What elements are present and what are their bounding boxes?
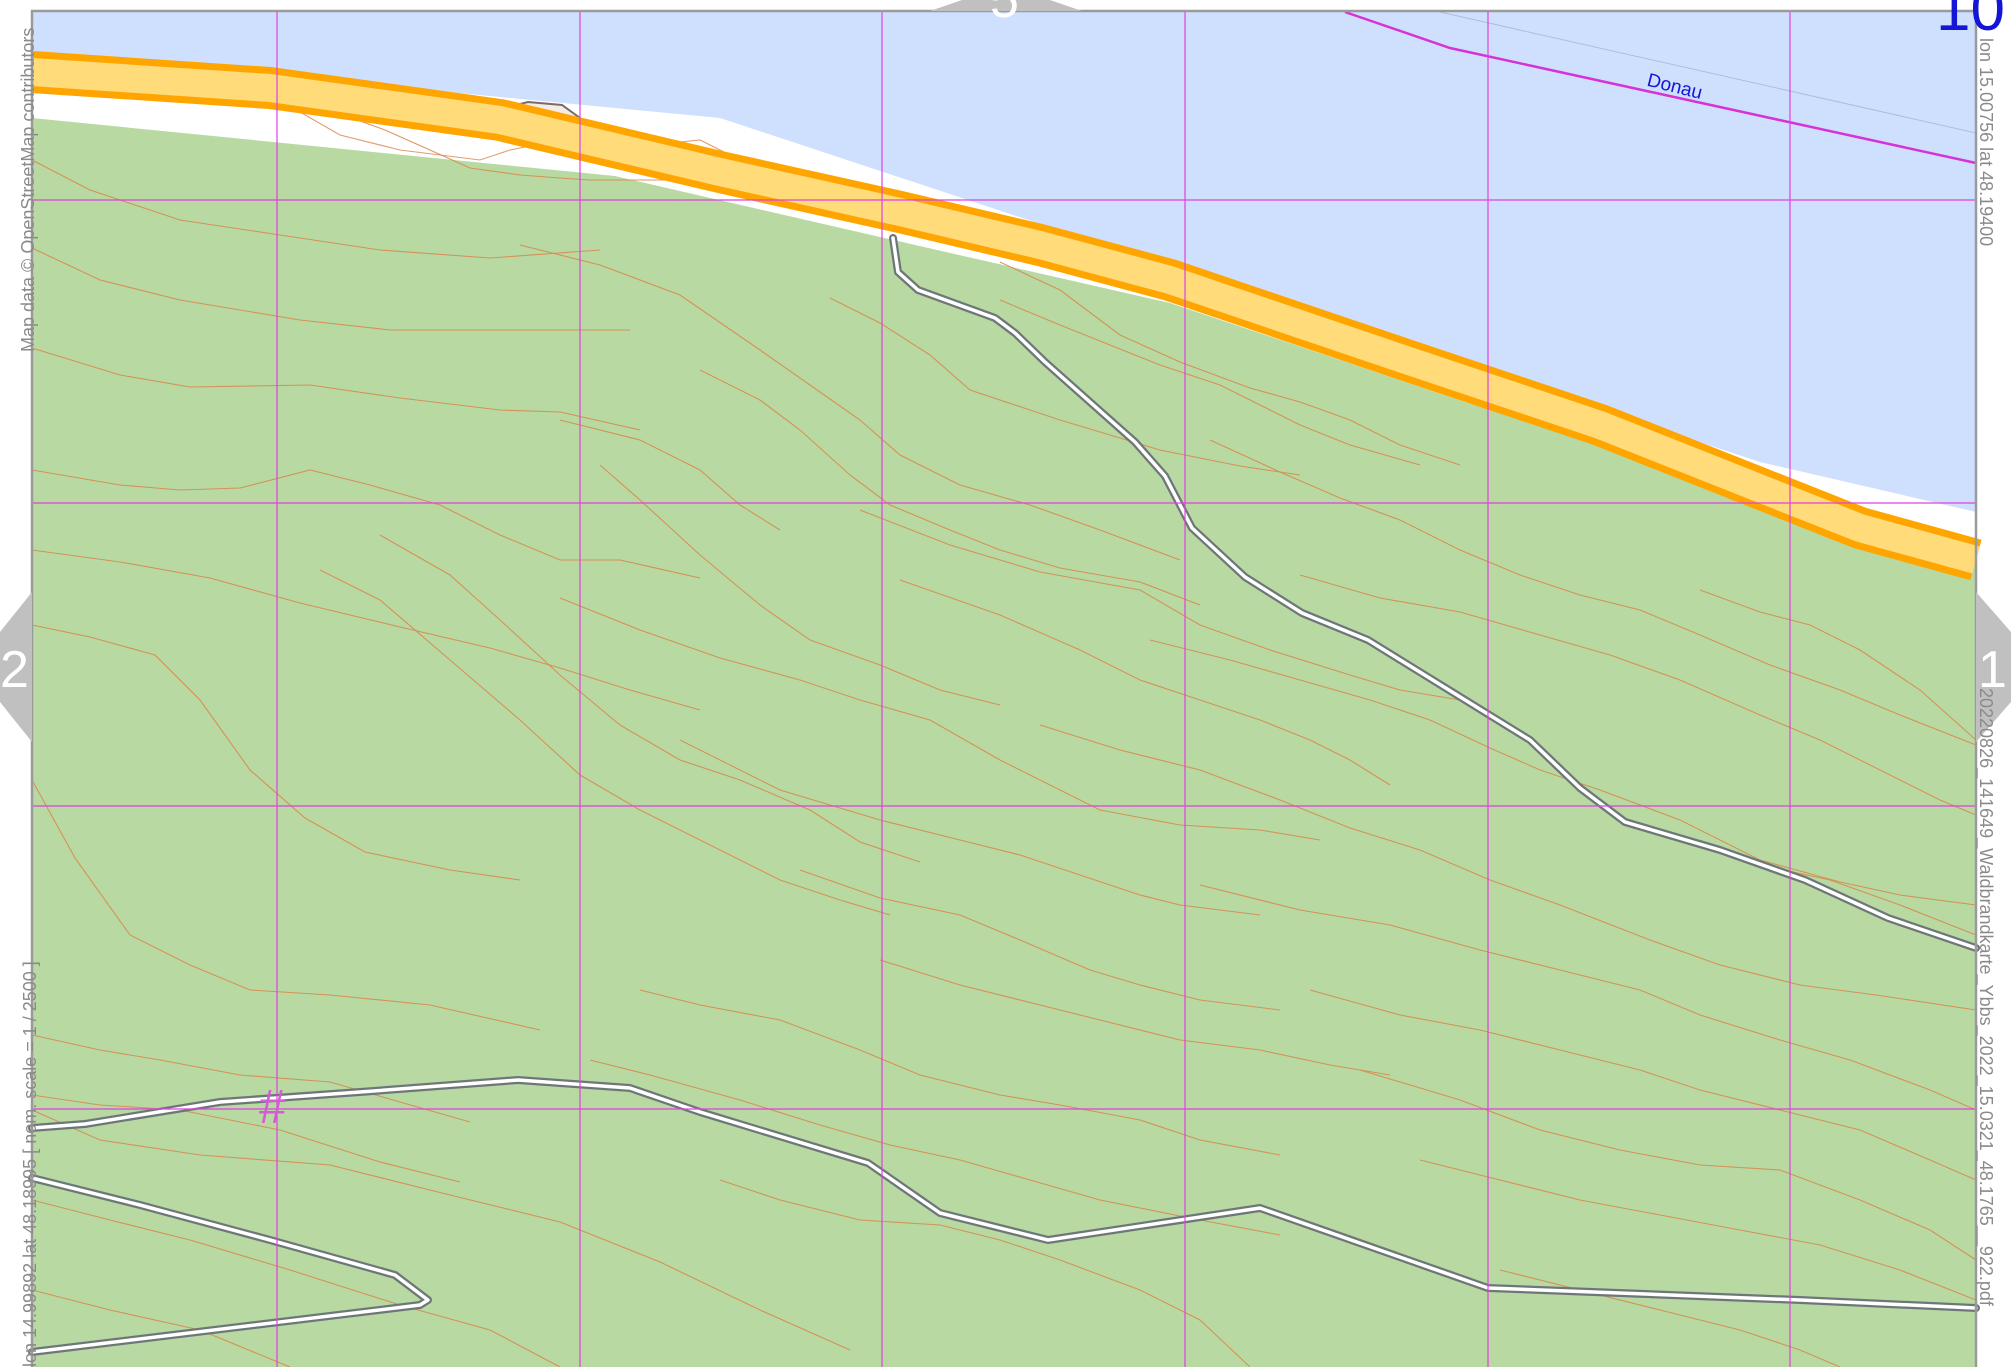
neighbor-top-number[interactable]: 5 [990,0,1019,29]
filename-text: 20220826_141649_Waldbrandkarte_Ybbs_2022… [1976,688,1996,1306]
grid-marker: # [259,1081,286,1134]
forest-area [32,118,1976,1367]
neighbor-left-number[interactable]: 2 [0,641,29,699]
water-area [30,12,1976,512]
river-line [1344,10,1977,165]
neighbor-right-arrow[interactable] [1976,592,2011,742]
neighbor-topright-number[interactable]: 10 [1936,0,2005,44]
neighbor-right-number[interactable]: 1 [1978,641,2007,699]
attribution-text: Map data © OpenStreetMap contributors [18,27,38,352]
tracks [28,234,1980,1356]
contour-lines [31,109,1977,1367]
main-road [31,58,1980,574]
neighbor-left-arrow[interactable] [0,592,32,742]
river-secondary-line [1439,11,1977,134]
grid-lines [32,12,1976,1367]
coord-bottom-left: lon 14.99892 lat 48.18995 [ nom. scale =… [20,961,40,1367]
coord-top-right: lon 15.00756 lat 48.19400 [1976,38,1996,247]
neighbor-top-arrow[interactable] [930,0,1082,11]
